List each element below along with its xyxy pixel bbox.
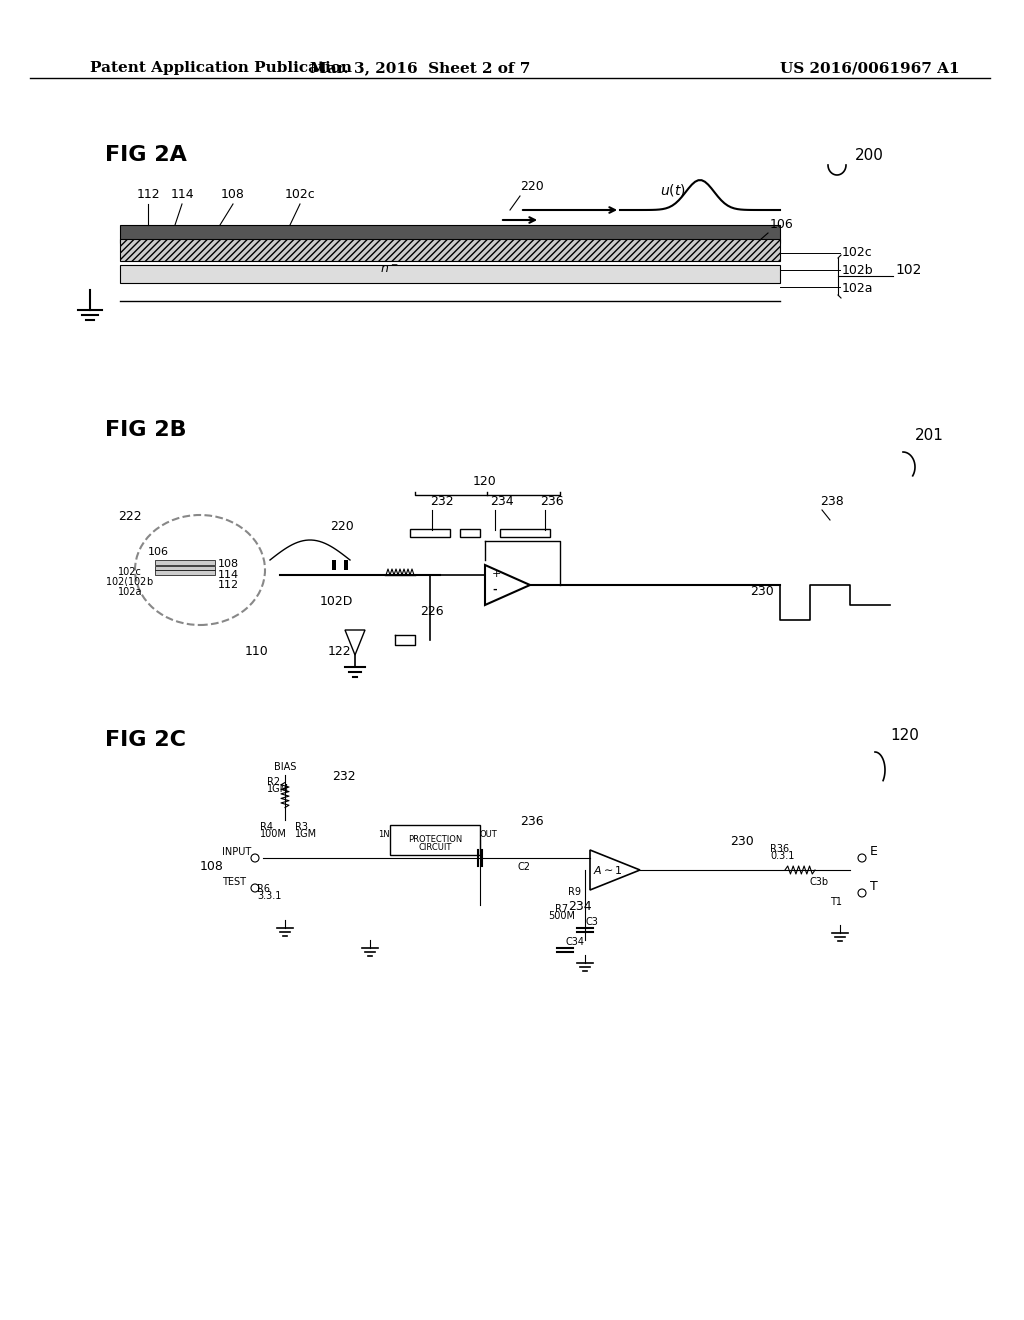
Text: 236: 236 xyxy=(540,495,563,508)
Text: 220: 220 xyxy=(520,180,544,193)
Text: 122: 122 xyxy=(328,645,351,657)
Text: 1N: 1N xyxy=(379,830,390,840)
Text: 120: 120 xyxy=(473,475,497,488)
Text: 120: 120 xyxy=(890,729,919,743)
Bar xyxy=(155,560,215,565)
Text: 1GM: 1GM xyxy=(267,784,289,795)
Bar xyxy=(460,529,480,537)
Text: C34: C34 xyxy=(565,937,584,946)
Text: TEST: TEST xyxy=(222,876,246,887)
Text: 102a: 102a xyxy=(118,587,142,597)
Bar xyxy=(332,560,336,570)
Text: 108: 108 xyxy=(218,558,240,569)
Text: US 2016/0061967 A1: US 2016/0061967 A1 xyxy=(780,61,959,75)
Text: 230: 230 xyxy=(750,585,774,598)
Text: +: + xyxy=(492,569,502,579)
Text: 112: 112 xyxy=(136,187,160,201)
Text: FIG 2B: FIG 2B xyxy=(105,420,186,440)
Bar xyxy=(344,560,348,570)
Text: INPUT: INPUT xyxy=(222,847,251,857)
Text: 1GM: 1GM xyxy=(295,829,317,840)
Text: 220: 220 xyxy=(330,520,353,533)
Text: PROTECTION: PROTECTION xyxy=(408,836,462,845)
Text: 222: 222 xyxy=(118,510,141,523)
Bar xyxy=(120,224,780,243)
Text: 114: 114 xyxy=(218,570,240,579)
Text: $A\sim1$: $A\sim1$ xyxy=(593,865,623,876)
Bar xyxy=(120,265,780,282)
Text: 232: 232 xyxy=(430,495,454,508)
Text: 232: 232 xyxy=(332,770,355,783)
Text: 108: 108 xyxy=(200,861,224,873)
Text: FIG 2A: FIG 2A xyxy=(105,145,186,165)
Text: 102c: 102c xyxy=(842,247,872,260)
Text: C3b: C3b xyxy=(810,876,829,887)
Text: Mar. 3, 2016  Sheet 2 of 7: Mar. 3, 2016 Sheet 2 of 7 xyxy=(310,61,530,75)
Text: $n^-$: $n^-$ xyxy=(380,263,398,276)
Bar xyxy=(155,566,215,570)
Text: 102a: 102a xyxy=(842,281,873,294)
Text: R4: R4 xyxy=(260,822,273,832)
Text: 200: 200 xyxy=(855,148,884,162)
Text: R9: R9 xyxy=(568,887,581,898)
Bar xyxy=(390,825,480,855)
Text: OUT: OUT xyxy=(480,830,498,840)
Text: 3.3.1: 3.3.1 xyxy=(257,891,282,902)
Text: C3: C3 xyxy=(585,917,598,927)
Text: 114: 114 xyxy=(170,187,194,201)
Text: 102b: 102b xyxy=(842,264,873,276)
Text: E: E xyxy=(870,845,878,858)
Text: CIRCUIT: CIRCUIT xyxy=(419,842,452,851)
Text: 112: 112 xyxy=(218,579,240,590)
Text: BIAS: BIAS xyxy=(273,762,296,772)
Text: 500M: 500M xyxy=(548,911,575,921)
Text: Patent Application Publication: Patent Application Publication xyxy=(90,61,352,75)
Bar xyxy=(500,529,550,537)
Bar xyxy=(410,529,450,537)
Text: C2: C2 xyxy=(518,862,531,873)
Text: R7: R7 xyxy=(555,904,568,913)
Text: 106: 106 xyxy=(770,218,794,231)
Text: 201: 201 xyxy=(915,428,944,444)
Bar xyxy=(155,570,215,576)
Text: R36: R36 xyxy=(770,843,790,854)
Text: T1: T1 xyxy=(830,898,842,907)
Text: $u(t)$: $u(t)$ xyxy=(660,182,686,198)
Text: R6: R6 xyxy=(257,884,270,894)
Text: 234: 234 xyxy=(568,900,592,913)
Text: 102: 102 xyxy=(895,263,922,277)
Text: 236: 236 xyxy=(520,814,544,828)
Text: 226: 226 xyxy=(420,605,443,618)
Text: 0.3.1: 0.3.1 xyxy=(770,851,795,861)
Bar xyxy=(120,239,780,261)
Text: 238: 238 xyxy=(820,495,844,508)
Text: 102$\langle$102b: 102$\langle$102b xyxy=(105,576,154,587)
Text: 102D: 102D xyxy=(319,595,353,609)
Text: 106: 106 xyxy=(148,546,169,557)
Text: 102c: 102c xyxy=(285,187,315,201)
Text: FIG 2C: FIG 2C xyxy=(105,730,186,750)
Text: 102c: 102c xyxy=(118,568,142,577)
Text: 110: 110 xyxy=(245,645,268,657)
Text: T: T xyxy=(870,880,878,894)
Text: R3: R3 xyxy=(295,822,308,832)
Text: 108: 108 xyxy=(221,187,245,201)
Text: 230: 230 xyxy=(730,836,754,847)
Text: 234: 234 xyxy=(490,495,514,508)
Text: R2: R2 xyxy=(267,777,281,787)
Text: -: - xyxy=(492,585,497,595)
Text: 100M: 100M xyxy=(260,829,287,840)
